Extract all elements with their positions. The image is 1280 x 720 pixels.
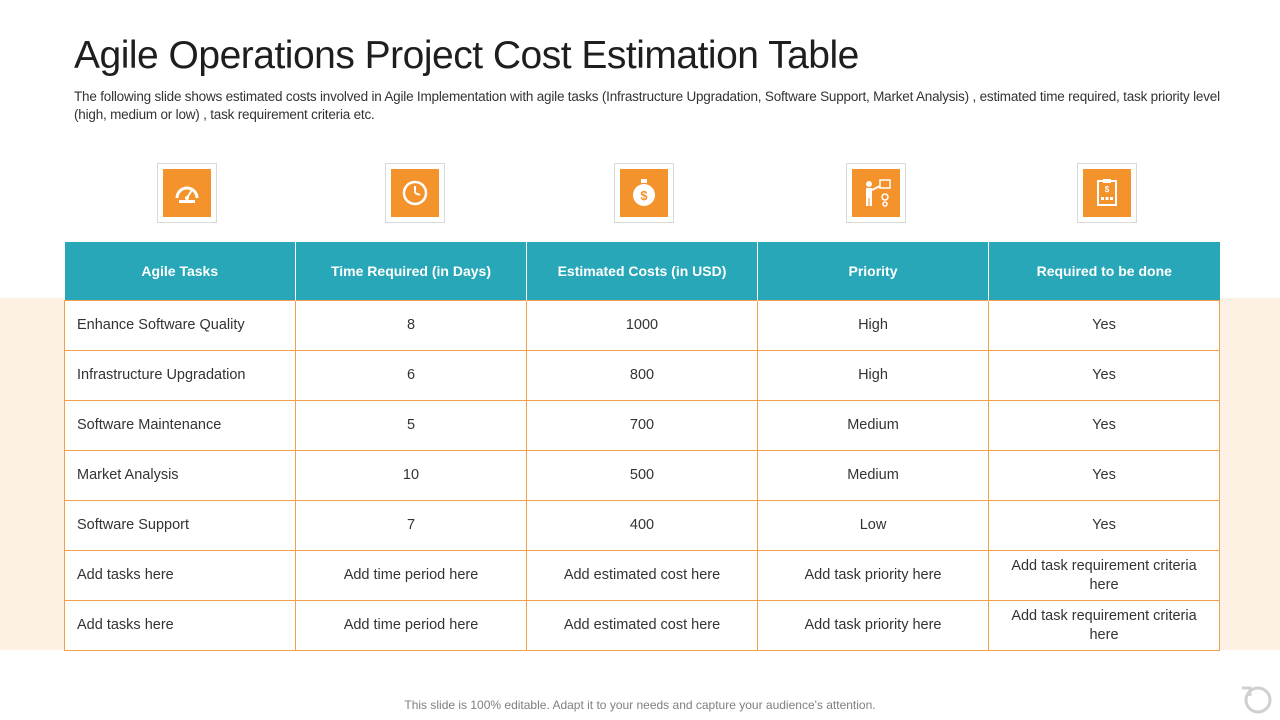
task-cell: Add tasks here [64, 600, 296, 651]
task-cell: Market Analysis [64, 450, 296, 501]
cost-cell: 500 [526, 450, 758, 501]
priority-cell: High [757, 350, 989, 401]
required-cell: Add task requirement criteria here [988, 600, 1220, 651]
table-row: Software Support 7 400 Low Yes [64, 500, 1220, 551]
priority-cell: Medium [757, 400, 989, 451]
priority-cell: Add task priority here [757, 600, 989, 651]
table-row: Enhance Software Quality 8 1000 High Yes [64, 300, 1220, 351]
presenter-board-icon [846, 163, 906, 223]
time-cell: 10 [295, 450, 527, 501]
task-cell: Infrastructure Upgradation [64, 350, 296, 401]
table-row: Infrastructure Upgradation 6 800 High Ye… [64, 350, 1220, 401]
cost-cell: 700 [526, 400, 758, 451]
page-title: Agile Operations Project Cost Estimation… [74, 34, 859, 77]
required-cell: Yes [988, 350, 1220, 401]
cost-cell: 1000 [526, 300, 758, 351]
required-cell: Yes [988, 400, 1220, 451]
task-cell: Software Support [64, 500, 296, 551]
time-cell: 6 [295, 350, 527, 401]
time-cell: Add time period here [295, 600, 527, 651]
footer-note: This slide is 100% editable. Adapt it to… [404, 698, 876, 712]
brand-logo-icon [1242, 686, 1272, 714]
column-header-agile-tasks: Agile Tasks [64, 242, 296, 301]
table-row: Add tasks here Add time period here Add … [64, 600, 1220, 651]
column-header-time-required: Time Required (in Days) [295, 242, 527, 301]
table-row: Add tasks here Add time period here Add … [64, 550, 1220, 601]
cost-cell: 400 [526, 500, 758, 551]
required-cell: Yes [988, 300, 1220, 351]
task-cell: Enhance Software Quality [64, 300, 296, 351]
quality-gauge-icon [157, 163, 217, 223]
column-header-priority: Priority [757, 242, 989, 301]
table-row: Software Maintenance 5 700 Medium Yes [64, 400, 1220, 451]
required-cell: Yes [988, 450, 1220, 501]
column-header-required: Required to be done [988, 242, 1220, 301]
required-cell: Yes [988, 500, 1220, 551]
time-cell: 5 [295, 400, 527, 451]
priority-cell: Add task priority here [757, 550, 989, 601]
clock-icon [385, 163, 445, 223]
task-cell: Software Maintenance [64, 400, 296, 451]
time-cell: Add time period here [295, 550, 527, 601]
task-cell: Add tasks here [64, 550, 296, 601]
checklist-clipboard-icon: $ [1077, 163, 1137, 223]
svg-text:$: $ [640, 188, 648, 203]
cost-cell: 800 [526, 350, 758, 401]
required-cell: Add task requirement criteria here [988, 550, 1220, 601]
priority-cell: High [757, 300, 989, 351]
cost-estimation-table: Agile Tasks Time Required (in Days) Esti… [64, 242, 1220, 651]
table-header-row: Agile Tasks Time Required (in Days) Esti… [64, 242, 1220, 301]
priority-cell: Low [757, 500, 989, 551]
time-cell: 8 [295, 300, 527, 351]
cost-cell: Add estimated cost here [526, 600, 758, 651]
svg-text:$: $ [1105, 185, 1110, 194]
cost-cell: Add estimated cost here [526, 550, 758, 601]
priority-cell: Medium [757, 450, 989, 501]
time-cell: 7 [295, 500, 527, 551]
slide-description: The following slide shows estimated cost… [74, 89, 1220, 122]
column-header-estimated-costs: Estimated Costs (in USD) [526, 242, 758, 301]
table-row: Market Analysis 10 500 Medium Yes [64, 450, 1220, 501]
dollar-coin-icon: $ [614, 163, 674, 223]
